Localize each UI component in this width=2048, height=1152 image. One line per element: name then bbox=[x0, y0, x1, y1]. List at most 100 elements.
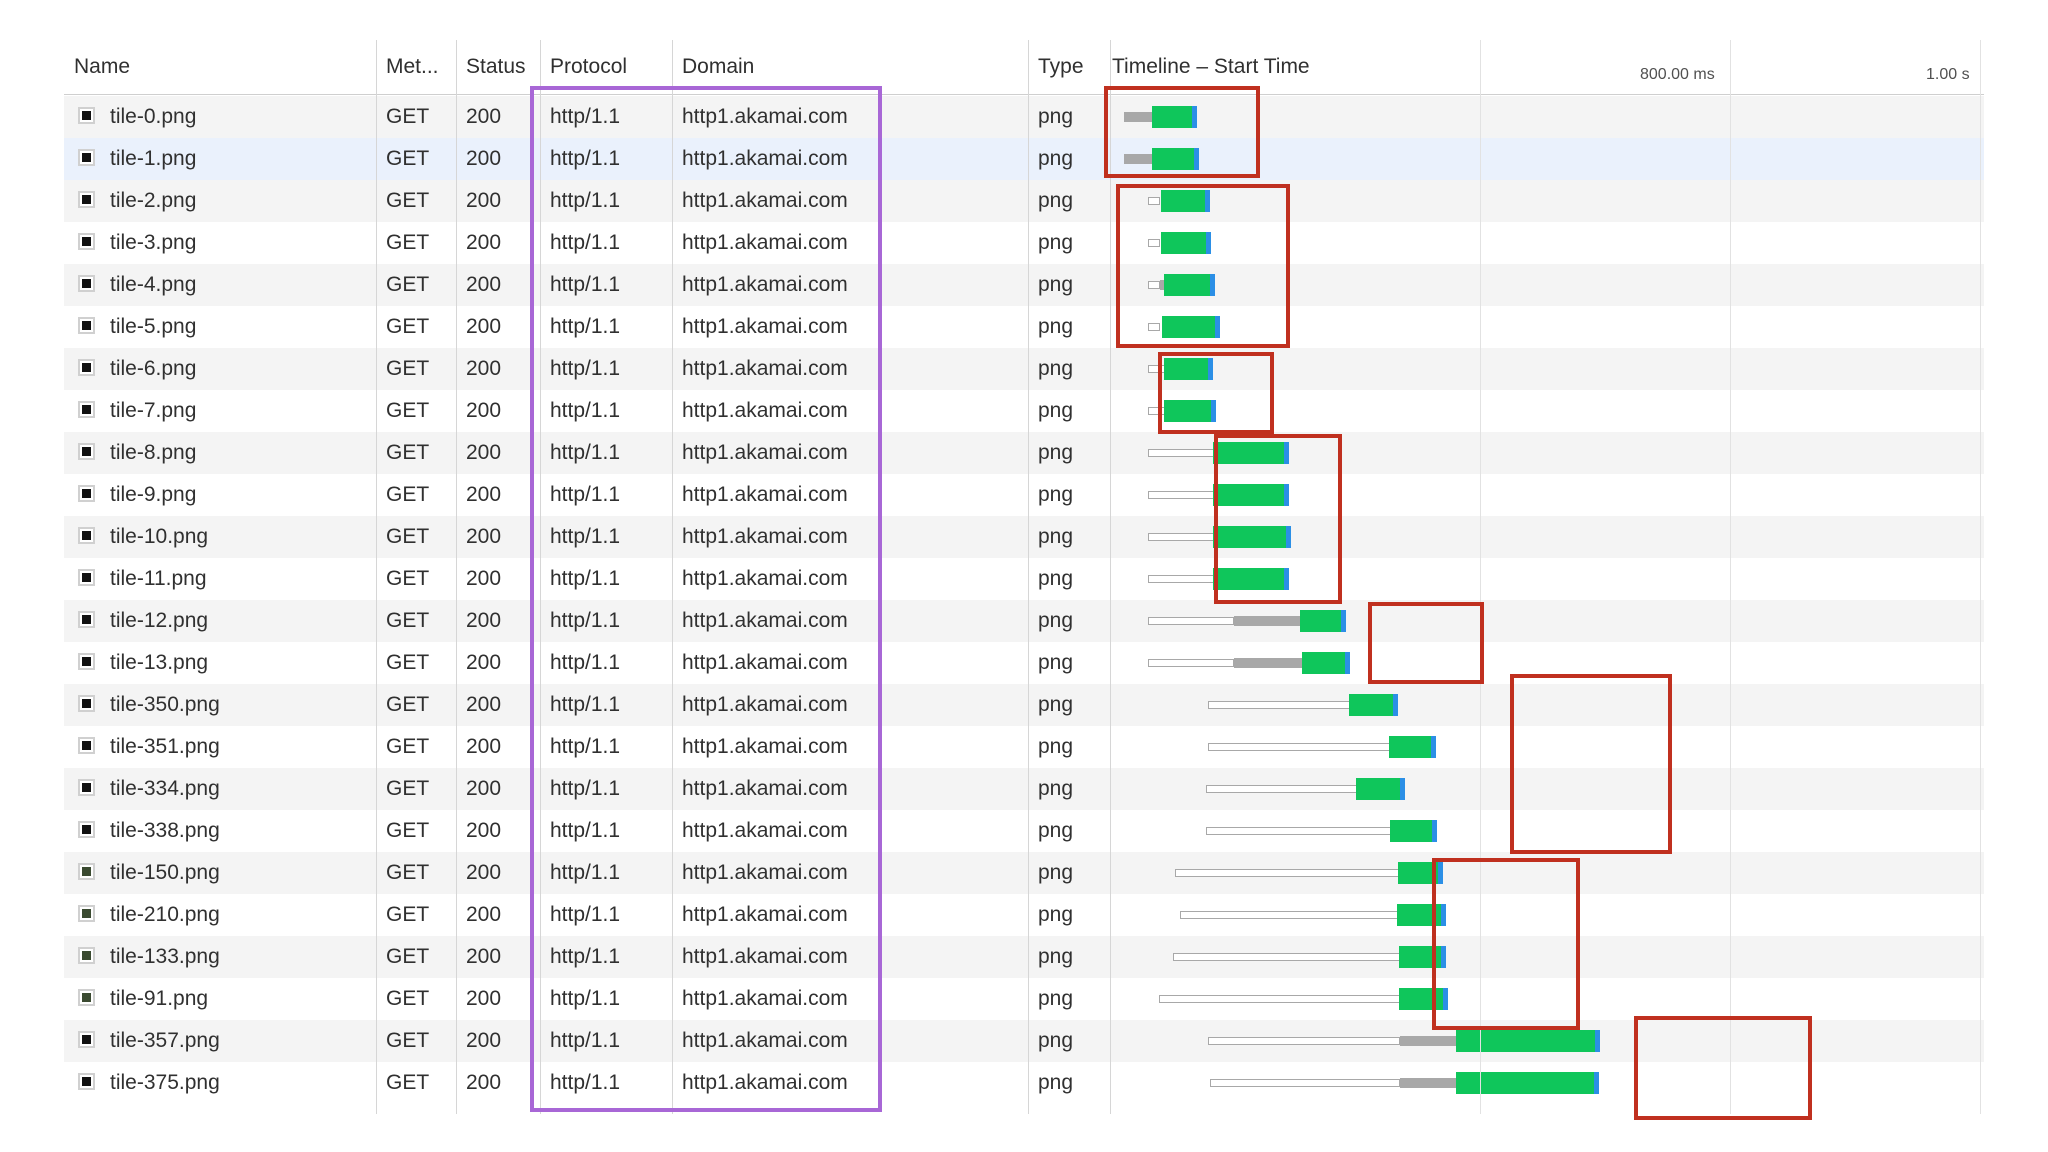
request-type: png bbox=[1038, 903, 1074, 926]
table-row[interactable]: tile-351.png GET 200 http/1.1 http1.akamai.c… bbox=[64, 726, 1984, 768]
request-type: png bbox=[1038, 1029, 1074, 1052]
request-type: png bbox=[1038, 441, 1074, 464]
column-divider[interactable] bbox=[540, 40, 541, 1114]
request-protocol: http/1.1 bbox=[550, 441, 621, 464]
table-row[interactable]: tile-375.png GET 200 http/1.1 http1.akamai.c… bbox=[64, 1062, 1984, 1104]
request-type: png bbox=[1038, 189, 1074, 212]
request-protocol: http/1.1 bbox=[550, 483, 621, 506]
request-domain: http1.akamai.com bbox=[682, 1029, 848, 1052]
table-row[interactable]: tile-2.png GET 200 http/1.1 http1.akamai.com… bbox=[64, 180, 1984, 222]
table-row[interactable]: tile-13.png GET 200 http/1.1 http1.akamai.co… bbox=[64, 642, 1984, 684]
table-row[interactable]: tile-9.png GET 200 http/1.1 http1.akamai.com… bbox=[64, 474, 1984, 516]
table-row[interactable]: tile-4.png GET 200 http/1.1 http1.akamai.com… bbox=[64, 264, 1984, 306]
timeline-waiting-segment bbox=[1152, 106, 1192, 128]
timeline-tick-800ms: 800.00 ms bbox=[1640, 66, 1715, 83]
column-header-status[interactable]: Status bbox=[466, 55, 526, 78]
timeline-highlight-box bbox=[1634, 1016, 1812, 1120]
request-name: tile-150.png bbox=[110, 861, 220, 884]
image-thumbnail-icon bbox=[78, 233, 95, 250]
table-row[interactable]: tile-7.png GET 200 http/1.1 http1.akamai.com… bbox=[64, 390, 1984, 432]
table-row[interactable]: tile-91.png GET 200 http/1.1 http1.akamai.co… bbox=[64, 978, 1984, 1020]
request-status: 200 bbox=[466, 147, 502, 170]
request-type: png bbox=[1038, 483, 1074, 506]
request-domain: http1.akamai.com bbox=[682, 1071, 848, 1094]
request-status: 200 bbox=[466, 399, 502, 422]
image-thumbnail-icon bbox=[78, 947, 95, 964]
table-row[interactable]: tile-6.png GET 200 http/1.1 http1.akamai.com… bbox=[64, 348, 1984, 390]
request-method: GET bbox=[386, 735, 430, 758]
request-name: tile-357.png bbox=[110, 1029, 220, 1052]
request-name: tile-9.png bbox=[110, 483, 197, 506]
request-status: 200 bbox=[466, 945, 502, 968]
table-row[interactable]: tile-3.png GET 200 http/1.1 http1.akamai.com… bbox=[64, 222, 1984, 264]
timeline-receiving-segment bbox=[1393, 694, 1398, 716]
column-divider[interactable] bbox=[376, 40, 377, 1114]
timeline-queueing-segment bbox=[1208, 743, 1396, 751]
column-header-type[interactable]: Type bbox=[1038, 55, 1084, 78]
timeline-receiving-segment bbox=[1205, 190, 1210, 212]
request-type: png bbox=[1038, 567, 1074, 590]
request-type: png bbox=[1038, 987, 1074, 1010]
table-row[interactable]: tile-334.png GET 200 http/1.1 http1.akamai.c… bbox=[64, 768, 1984, 810]
timeline-receiving-segment bbox=[1345, 652, 1350, 674]
timeline-queueing-segment bbox=[1148, 617, 1234, 625]
request-domain: http1.akamai.com bbox=[682, 105, 848, 128]
request-name: tile-13.png bbox=[110, 651, 209, 674]
column-header-protocol[interactable]: Protocol bbox=[550, 55, 628, 78]
timeline-receiving-segment bbox=[1341, 610, 1346, 632]
request-name: tile-91.png bbox=[110, 987, 209, 1010]
request-name: tile-0.png bbox=[110, 105, 197, 128]
timeline-receiving-segment bbox=[1208, 358, 1213, 380]
request-status: 200 bbox=[466, 231, 502, 254]
table-row[interactable]: tile-133.png GET 200 http/1.1 http1.akamai.c… bbox=[64, 936, 1984, 978]
table-row[interactable]: tile-8.png GET 200 http/1.1 http1.akamai.com… bbox=[64, 432, 1984, 474]
column-divider[interactable] bbox=[1110, 40, 1111, 1114]
image-thumbnail-icon bbox=[78, 443, 95, 460]
request-domain: http1.akamai.com bbox=[682, 735, 848, 758]
table-row[interactable]: tile-350.png GET 200 http/1.1 http1.akamai.c… bbox=[64, 684, 1984, 726]
table-row[interactable]: tile-150.png GET 200 http/1.1 http1.akamai.c… bbox=[64, 852, 1984, 894]
table-row[interactable]: tile-10.png GET 200 http/1.1 http1.akamai.co… bbox=[64, 516, 1984, 558]
request-method: GET bbox=[386, 189, 430, 212]
timeline-queueing-segment bbox=[1159, 995, 1403, 1003]
request-protocol: http/1.1 bbox=[550, 525, 621, 548]
timeline-receiving-segment bbox=[1286, 526, 1291, 548]
timeline-waiting-segment bbox=[1389, 736, 1431, 758]
timeline-grid-line bbox=[1730, 40, 1731, 1114]
request-domain: http1.akamai.com bbox=[682, 861, 848, 884]
request-method: GET bbox=[386, 273, 430, 296]
timeline-receiving-segment bbox=[1284, 568, 1289, 590]
timeline-receiving-segment bbox=[1210, 274, 1215, 296]
timeline-queueing-segment bbox=[1208, 1037, 1400, 1045]
timeline-receiving-segment bbox=[1211, 400, 1216, 422]
request-domain: http1.akamai.com bbox=[682, 903, 848, 926]
column-header-timeline[interactable]: Timeline – Start Time bbox=[1112, 55, 1310, 78]
column-divider[interactable] bbox=[1028, 40, 1029, 1114]
column-header-method[interactable]: Met... bbox=[386, 55, 439, 78]
table-row[interactable]: tile-12.png GET 200 http/1.1 http1.akamai.co… bbox=[64, 600, 1984, 642]
column-divider[interactable] bbox=[672, 40, 673, 1114]
timeline-waiting-segment bbox=[1162, 316, 1215, 338]
table-row[interactable]: tile-338.png GET 200 http/1.1 http1.akamai.c… bbox=[64, 810, 1984, 852]
column-header-domain[interactable]: Domain bbox=[682, 55, 755, 78]
request-domain: http1.akamai.com bbox=[682, 441, 848, 464]
request-type: png bbox=[1038, 777, 1074, 800]
timeline-waiting-segment bbox=[1213, 484, 1284, 506]
table-row[interactable]: tile-0.png GET 200 http/1.1 http1.akamai.com… bbox=[64, 96, 1984, 138]
image-thumbnail-icon bbox=[78, 527, 95, 544]
column-divider[interactable] bbox=[456, 40, 457, 1114]
request-status: 200 bbox=[466, 903, 502, 926]
request-type: png bbox=[1038, 273, 1074, 296]
table-row[interactable]: tile-357.png GET 200 http/1.1 http1.akamai.c… bbox=[64, 1020, 1984, 1062]
timeline-highlight-box bbox=[1158, 352, 1274, 434]
request-type: png bbox=[1038, 231, 1074, 254]
request-name: tile-350.png bbox=[110, 693, 220, 716]
column-header-name[interactable]: Name bbox=[74, 55, 131, 78]
request-method: GET bbox=[386, 777, 430, 800]
table-row[interactable]: tile-11.png GET 200 http/1.1 http1.akamai.co… bbox=[64, 558, 1984, 600]
protocol-domain-highlight-box bbox=[530, 86, 882, 1112]
request-protocol: http/1.1 bbox=[550, 651, 621, 674]
table-row[interactable]: tile-5.png GET 200 http/1.1 http1.akamai.com… bbox=[64, 306, 1984, 348]
table-row[interactable]: tile-210.png GET 200 http/1.1 http1.akamai.c… bbox=[64, 894, 1984, 936]
table-row[interactable]: tile-1.png GET 200 http/1.1 http1.akamai.com… bbox=[64, 138, 1984, 180]
